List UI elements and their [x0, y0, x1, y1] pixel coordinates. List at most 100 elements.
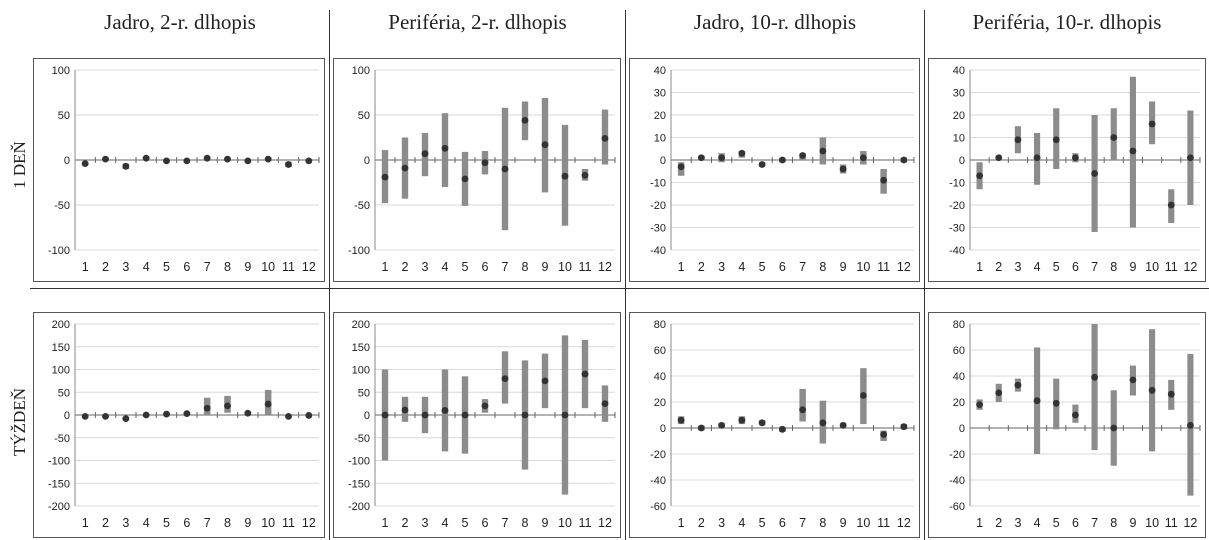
x-tick-label: 6	[779, 516, 786, 530]
x-tick-label: 2	[995, 260, 1002, 274]
y-tick-label: 40	[953, 371, 965, 383]
panel-frame	[333, 58, 621, 282]
data-point	[561, 411, 569, 419]
x-tick-label: 3	[1014, 516, 1021, 530]
data-point	[541, 377, 549, 385]
data-point	[441, 407, 449, 414]
data-point	[521, 117, 529, 124]
x-tick-label: 11	[282, 516, 295, 530]
y-tick-label: 30	[654, 88, 666, 100]
y-tick-label: -100	[48, 245, 70, 257]
x-tick-label: 4	[442, 260, 449, 274]
data-point	[481, 402, 489, 410]
data-point	[203, 154, 211, 162]
data-point	[381, 173, 389, 181]
y-tick-label: 20	[654, 110, 666, 122]
x-tick-label: 2	[995, 516, 1002, 530]
data-point	[601, 135, 609, 142]
y-tick-label: 0	[660, 155, 666, 167]
column-header-2: Periféria, 2-r. dlhopis	[388, 10, 567, 34]
x-tick-label: 12	[1183, 260, 1197, 274]
x-tick-label: 6	[183, 516, 190, 530]
y-tick-label: -10	[949, 178, 965, 190]
y-tick-label: -200	[348, 501, 370, 513]
x-tick-label: 4	[738, 516, 745, 530]
x-tick-label: 6	[779, 260, 786, 274]
x-tick-label: 2	[102, 260, 109, 274]
x-tick-label: 9	[542, 260, 549, 274]
data-point	[839, 165, 847, 173]
y-tick-label: -20	[949, 449, 965, 461]
data-point	[1167, 390, 1175, 398]
x-tick-label: 8	[1110, 260, 1117, 274]
y-tick-label: 100	[52, 65, 70, 77]
data-point	[461, 175, 469, 183]
data-point	[738, 149, 746, 157]
data-point	[976, 401, 983, 408]
x-tick-label: 10	[856, 260, 870, 274]
data-point	[81, 160, 89, 167]
y-tick-label: 20	[654, 397, 666, 409]
data-point	[441, 144, 449, 152]
x-tick-label: 3	[1014, 260, 1021, 274]
x-tick-label: 1	[678, 260, 685, 274]
y-tick-label: -40	[650, 475, 666, 487]
data-point	[1110, 134, 1118, 141]
x-tick-label: 6	[482, 516, 489, 530]
y-tick-label: -100	[48, 456, 70, 468]
x-tick-label: 7	[799, 516, 806, 530]
column-separator	[625, 10, 626, 540]
y-tick-label: 50	[58, 110, 70, 122]
x-tick-label: 4	[143, 516, 150, 530]
data-point	[122, 415, 130, 423]
data-point	[1148, 120, 1156, 128]
y-tick-label: -60	[949, 501, 965, 513]
x-tick-label: 1	[382, 516, 389, 530]
data-point	[381, 411, 389, 419]
x-tick-label: 1	[678, 516, 685, 530]
data-point	[900, 423, 908, 431]
data-point	[859, 392, 867, 399]
y-tick-label: 0	[364, 410, 370, 422]
data-point	[799, 406, 807, 414]
data-point	[244, 409, 252, 417]
data-point	[421, 411, 429, 419]
data-point	[142, 411, 150, 419]
x-tick-label: 4	[143, 260, 150, 274]
y-tick-label: 0	[364, 155, 370, 167]
x-tick-label: 6	[183, 260, 190, 274]
x-tick-label: 6	[1072, 260, 1079, 274]
data-point	[102, 155, 109, 163]
x-tick-label: 3	[122, 516, 129, 530]
y-tick-label: -50	[354, 433, 370, 445]
y-tick-label: -150	[48, 478, 70, 490]
y-tick-label: -100	[348, 245, 370, 257]
x-tick-label: 4	[1034, 260, 1041, 274]
column-header-1: Jadro, 2-r. dlhopis	[104, 10, 256, 34]
data-point	[224, 155, 231, 163]
column-header-4: Periféria, 10-r. dlhopis	[972, 10, 1162, 34]
x-tick-label: 6	[482, 260, 489, 274]
data-point	[819, 419, 827, 427]
x-tick-label: 5	[1053, 516, 1060, 530]
x-tick-label: 3	[422, 260, 429, 274]
y-tick-label: 0	[660, 423, 666, 435]
data-point	[305, 412, 313, 419]
data-point	[401, 164, 409, 172]
data-point	[601, 400, 609, 408]
data-point	[1129, 147, 1137, 155]
x-tick-label: 8	[522, 516, 529, 530]
row-label-1-den: 1 DEŇ	[10, 141, 29, 189]
y-tick-label: 100	[52, 365, 70, 377]
x-tick-label: 5	[1053, 260, 1060, 274]
data-point	[738, 416, 746, 424]
data-point	[839, 422, 847, 429]
x-tick-label: 12	[598, 516, 612, 530]
data-point	[521, 411, 529, 419]
y-tick-label: 50	[58, 387, 70, 399]
x-tick-label: 5	[759, 260, 766, 274]
data-point	[1091, 170, 1098, 177]
y-tick-label: 20	[953, 397, 965, 409]
